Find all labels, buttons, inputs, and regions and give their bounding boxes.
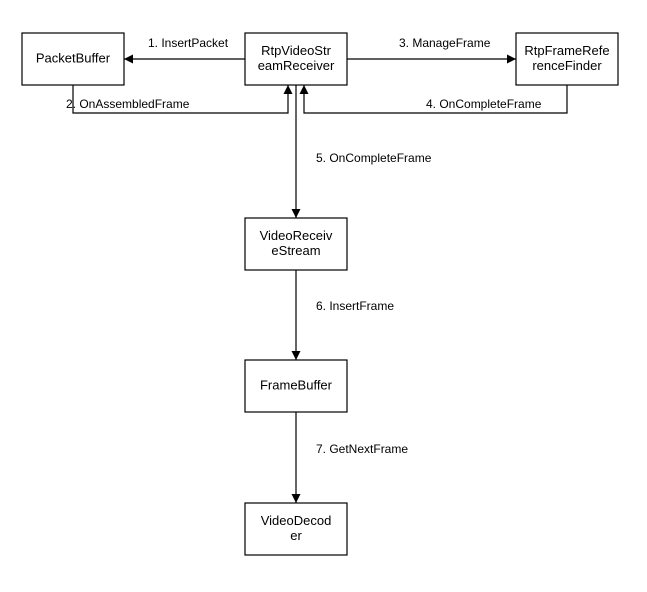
node-label-framebuffer: FrameBuffer (260, 377, 333, 392)
node-label-packetbuffer: PacketBuffer (36, 50, 111, 65)
node-label-vrs: eStream (271, 243, 320, 258)
node-label-videodecoder: VideoDecod (261, 513, 332, 528)
node-label-rtpvsr: RtpVideoStr (261, 43, 332, 58)
edge-label-e7: 7. GetNextFrame (316, 442, 408, 456)
node-framebuffer: FrameBuffer (245, 360, 347, 412)
node-packetbuffer: PacketBuffer (22, 33, 124, 85)
edge-label-e6: 6. InsertFrame (316, 299, 394, 313)
edge-label-e2: 2. OnAssembledFrame (66, 97, 190, 111)
edge-label-e4: 4. OnCompleteFrame (426, 97, 542, 111)
node-label-videodecoder: er (290, 528, 302, 543)
node-vrs: VideoReceiveStream (245, 218, 347, 270)
node-label-vrs: VideoReceiv (260, 228, 333, 243)
node-rtpfrf: RtpFrameReferenceFinder (516, 33, 618, 85)
node-rtpvsr: RtpVideoStreamReceiver (245, 33, 347, 85)
node-label-rtpfrf: RtpFrameRefe (524, 43, 609, 58)
edge-label-e5: 5. OnCompleteFrame (316, 151, 432, 165)
flowchart-canvas: 1. InsertPacket 2. OnAssembledFrame 3. Man… (0, 0, 647, 592)
edge-label-e3: 3. ManageFrame (399, 36, 491, 50)
node-videodecoder: VideoDecoder (245, 503, 347, 555)
node-label-rtpvsr: eamReceiver (258, 58, 335, 73)
edge-label-e1: 1. InsertPacket (148, 36, 229, 50)
node-label-rtpfrf: renceFinder (532, 58, 602, 73)
